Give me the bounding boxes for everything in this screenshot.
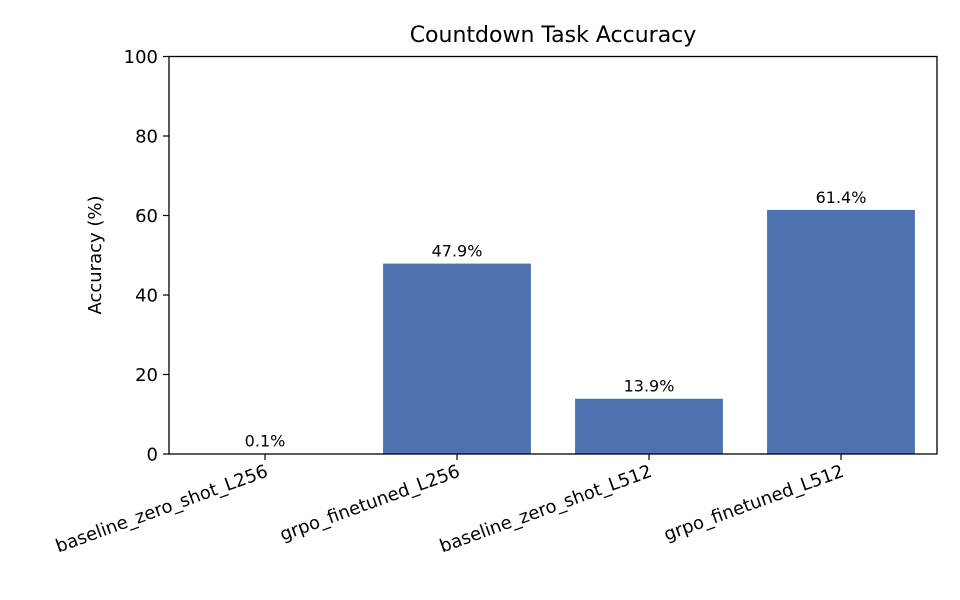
x-axis: baseline_zero_shot_L256 grpo_finetuned_L2… (53, 454, 847, 557)
data-label-4: 61.4% (816, 188, 867, 207)
y-axis: 0 20 40 60 80 100 (124, 47, 169, 466)
y-tick-label-3: 40 (135, 286, 158, 307)
plot-frame (168, 55, 938, 455)
x-tick-label-2: grpo_finetuned_L256 (277, 461, 463, 546)
bars-group (191, 209, 915, 454)
x-tick-label-1: baseline_zero_shot_L256 (53, 461, 271, 557)
x-tick-label-4: grpo_finetuned_L512 (661, 461, 847, 546)
y-axis-label: Accuracy (%) (85, 195, 106, 314)
data-label-2: 47.9% (432, 242, 483, 261)
x-tick-label-3: baseline_zero_shot_L512 (437, 461, 655, 557)
y-tick-label-6: 100 (124, 47, 158, 68)
bar-3 (575, 398, 723, 454)
y-tick-label-4: 60 (135, 206, 158, 227)
bar-4 (767, 209, 915, 454)
chart-title: Countdown Task Accuracy (410, 23, 697, 48)
data-label-1: 0.1% (245, 432, 286, 451)
y-tick-label-2: 20 (135, 365, 158, 386)
data-label-3: 13.9% (624, 377, 675, 396)
y-tick-label-1: 0 (147, 445, 158, 466)
bar-2 (383, 263, 531, 454)
data-labels-group: 0.1% 47.9% 13.9% 61.4% (245, 188, 867, 451)
y-tick-label-5: 80 (135, 127, 158, 148)
